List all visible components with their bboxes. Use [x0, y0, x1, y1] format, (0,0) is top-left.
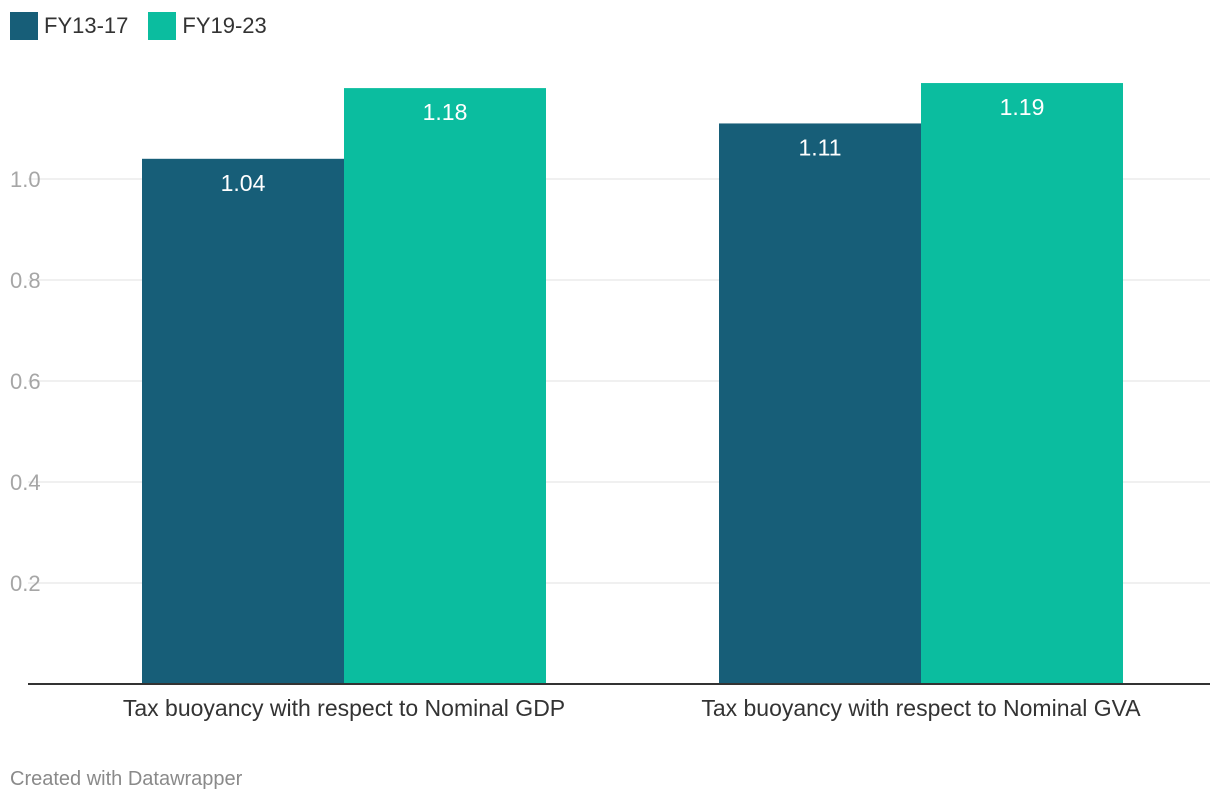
y-tick-label: 1.0	[10, 167, 41, 192]
y-tick-label: 0.2	[10, 571, 41, 596]
bar-value-label: 1.19	[1000, 94, 1045, 120]
x-tick-label: Tax buoyancy with respect to Nominal GVA	[701, 695, 1141, 721]
legend-label-fy13-17: FY13-17	[44, 13, 129, 38]
bar-fy13-17-1	[142, 158, 344, 685]
legend-swatch-fy19-23	[148, 12, 177, 40]
bar-fy13-17-2	[719, 123, 921, 684]
legend-item-fy13-17: FY13-17	[10, 12, 128, 40]
credit-text: Created with Datawrapper	[10, 768, 243, 790]
bar-fy19-23-1	[344, 88, 546, 685]
legend-item-fy19-23: FY19-23	[148, 12, 267, 40]
bar-fy19-23-2	[921, 83, 1123, 685]
bar-value-label: 1.04	[221, 170, 266, 196]
y-tick-label: 0.8	[10, 268, 41, 293]
chart-legend: FY13-17 FY19-23	[10, 12, 267, 40]
y-tick-label: 0.4	[10, 470, 41, 495]
bar-value-label: 1.11	[798, 134, 841, 160]
legend-swatch-fy13-17	[10, 12, 38, 40]
bar-value-label: 1.18	[423, 99, 468, 125]
x-tick-label: Tax buoyancy with respect to Nominal GDP	[123, 695, 565, 721]
legend-label-fy19-23: FY19-23	[182, 13, 267, 38]
y-tick-label: 0.6	[10, 369, 41, 394]
